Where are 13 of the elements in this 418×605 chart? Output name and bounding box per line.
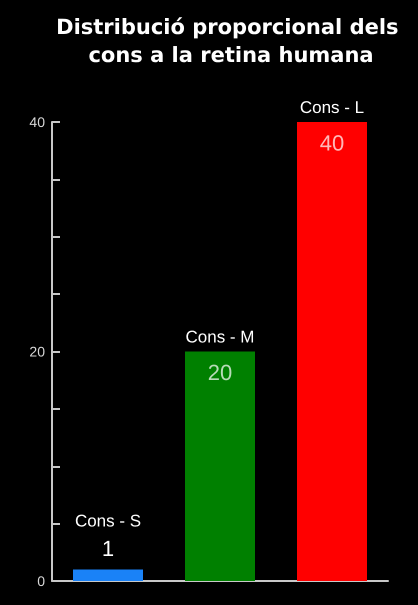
bar: [297, 122, 367, 581]
data-label: 1: [102, 536, 114, 562]
chart-title: Distribució proporcional dels cons a la retina humana: [56, 15, 406, 67]
bar: [73, 570, 143, 581]
y-tick-label: 20: [29, 344, 46, 360]
bar: [185, 352, 255, 581]
data-label: 20: [208, 360, 232, 385]
x-tick-label: Cons - S: [74, 512, 142, 531]
data-label: 40: [320, 130, 344, 156]
x-tick-label: Cons - L: [300, 98, 364, 117]
y-tick-label: 40: [29, 114, 46, 130]
x-tick-label: Cons - M: [186, 328, 254, 346]
y-tick-label: 0: [37, 573, 46, 589]
